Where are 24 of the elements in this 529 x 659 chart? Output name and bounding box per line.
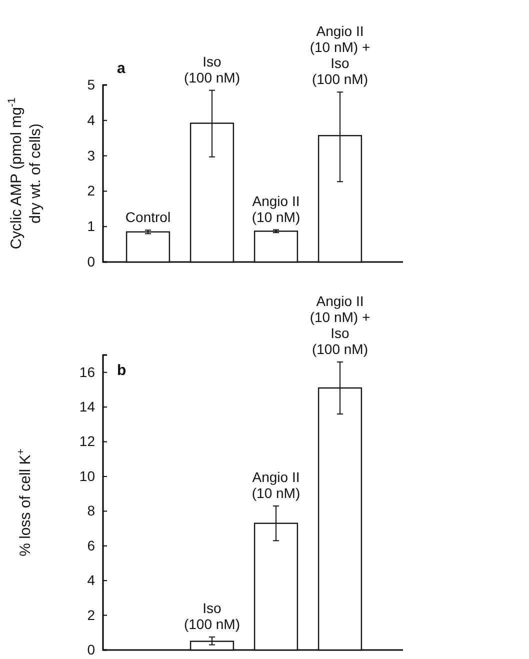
y-tick-label: 12 <box>79 433 96 450</box>
x-tick-label: Control <box>125 209 171 226</box>
chart-title: a <box>117 60 126 77</box>
y-tick-label: 4 <box>87 112 96 128</box>
y-tick-label: 2 <box>87 606 96 623</box>
y-tick-label: 4 <box>87 572 96 588</box>
y-tick-label: 0 <box>87 641 96 658</box>
y-tick-label: 0 <box>87 253 96 270</box>
x-tick-label: Iso (100 nM) <box>184 600 240 632</box>
y-tick-label: 6 <box>87 537 96 554</box>
y-tick-label: 14 <box>79 398 96 415</box>
x-tick-label: Angio II (10 nM) + Iso (100 nM) <box>310 23 370 88</box>
x-tick-label: Iso (100 nM) <box>184 53 240 86</box>
y-tick-label: 16 <box>79 364 96 380</box>
y-tick-label: 10 <box>79 468 96 484</box>
y-tick-label: 8 <box>87 502 96 519</box>
y-tick-label: 3 <box>87 147 96 164</box>
y-tick-label: 5 <box>87 76 96 92</box>
y-tick-label: 2 <box>87 182 96 199</box>
y-tick-label: 1 <box>87 218 96 234</box>
x-tick-label: Angio II (10 nM) <box>252 192 300 225</box>
x-tick-label: Angio II (10 nM) <box>252 468 300 501</box>
text: b <box>117 362 126 379</box>
x-tick-label: Angio II (10 nM) + Iso (100 nM) <box>310 292 370 357</box>
